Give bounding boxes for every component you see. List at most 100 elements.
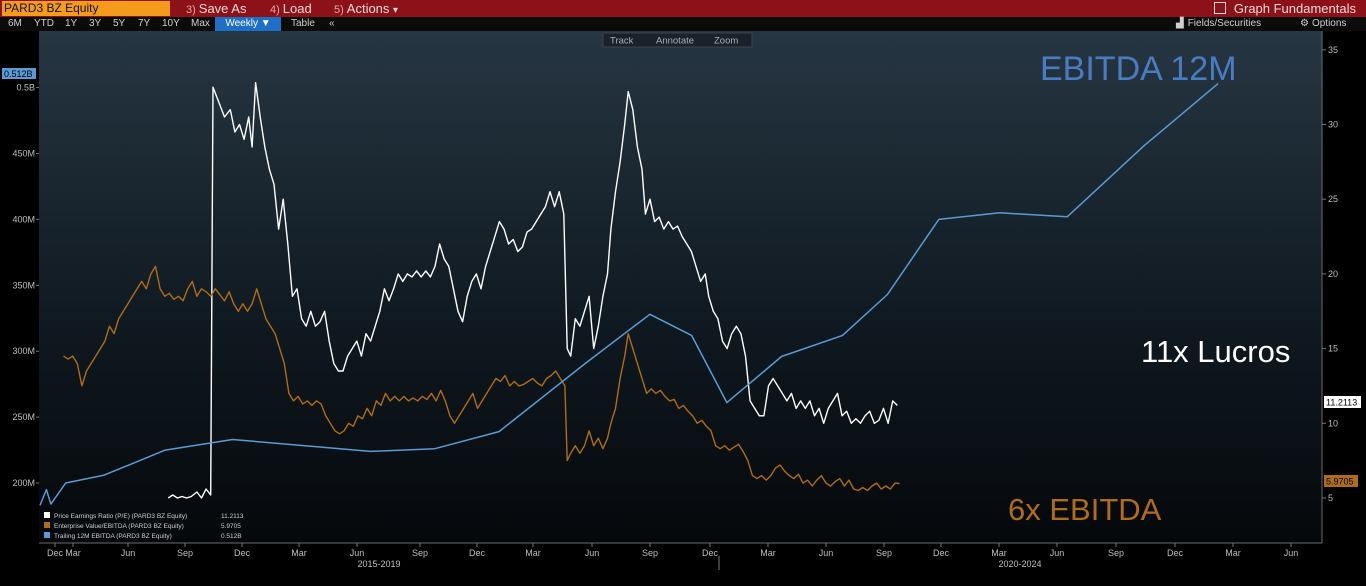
options-label: Options	[1311, 18, 1347, 29]
actions-hotkey: 5)	[334, 4, 344, 16]
period-3y[interactable]: 3Y	[89, 18, 102, 29]
tool-track[interactable]: Track	[610, 36, 634, 47]
legend-label-ebitda: Trailing 12M EBITDA (PARD3 BZ Equity)	[54, 533, 172, 540]
load-button[interactable]: 4) Load	[270, 0, 312, 17]
right-tick-label: 10	[1328, 418, 1338, 428]
period-toolbar: 6M YTD 1Y 3Y 5Y 7Y 10Y Max Weekly ▼ Tabl…	[0, 17, 1366, 31]
x-group-label: 2020-2024	[998, 559, 1041, 569]
x-tick-label: Jun	[121, 548, 136, 558]
table-button[interactable]: Table	[291, 18, 315, 29]
save-as-hotkey: 3)	[186, 4, 196, 16]
collapse-button[interactable]: «	[329, 18, 335, 29]
x-tick-label: Mar	[65, 548, 81, 558]
right-tick-label: 5	[1328, 493, 1333, 503]
load-label: Load	[282, 1, 312, 16]
pe-last-value: 11.2113	[1326, 398, 1357, 408]
period-ytd[interactable]: YTD	[34, 18, 54, 29]
x-tick-label: Sep	[412, 548, 428, 558]
actions-button[interactable]: 5) Actions ▾	[334, 0, 398, 17]
fields-icon: ▟	[1176, 18, 1184, 29]
left-tick-label: 450M	[12, 149, 35, 159]
x-tick-label: Dec	[469, 548, 486, 558]
save-as-button[interactable]: 3) Save As	[186, 0, 246, 17]
x-tick-label: Mar	[1225, 548, 1241, 558]
x-tick-label: Dec	[234, 548, 251, 558]
legend-swatch-ev	[44, 522, 50, 528]
tool-zoom[interactable]: Zoom	[714, 36, 738, 47]
ebitda-last-value: 0.512B	[4, 69, 33, 79]
left-tick-label: 250M	[12, 412, 35, 422]
period-1y[interactable]: 1Y	[65, 18, 78, 29]
x-tick-label: Jun	[1284, 548, 1299, 558]
ticker-field[interactable]: PARD3 BZ Equity	[2, 1, 170, 16]
top-toolbar: PARD3 BZ Equity 3) Save As 4) Load 5) Actio…	[0, 0, 1366, 17]
ev-last-value-badge	[1324, 475, 1358, 487]
tool-annotate[interactable]: Annotate	[656, 36, 694, 47]
left-tick-label: 0.5B	[16, 83, 35, 93]
left-tick-label: 300M	[12, 346, 35, 356]
x-tick-label: Sep	[876, 548, 892, 558]
x-tick-label: Mar	[991, 548, 1007, 558]
actions-caret-icon: ▾	[393, 5, 399, 16]
legend-value-ebitda: 0.512B	[221, 533, 242, 540]
right-tick-label: 20	[1328, 269, 1338, 279]
annotation-6x-ebitda: 6x EBITDA	[1008, 492, 1162, 527]
plot-area	[39, 31, 1322, 543]
graph-fundamentals-button[interactable]: Graph Fundamentals	[1213, 0, 1356, 17]
x-tick-label: Mar	[525, 548, 541, 558]
x-tick-label: Mar	[291, 548, 307, 558]
series-pe-line	[167, 81, 898, 499]
right-tick-label: 25	[1328, 194, 1338, 204]
x-tick-label: Jun	[350, 548, 365, 558]
legend-swatch-ebitda	[44, 532, 50, 538]
frequency-dropdown[interactable]: Weekly ▼	[215, 17, 281, 31]
load-hotkey: 4)	[270, 4, 280, 16]
x-tick-label: Dec	[1167, 548, 1184, 558]
legend-label-ev: Enterprise Value/EBITDA (PARD3 BZ Equity…	[54, 523, 184, 530]
ev-last-value: 5.9705	[1326, 477, 1354, 487]
x-tick-label: Jun	[1050, 548, 1065, 558]
left-tick-label: 200M	[12, 478, 35, 488]
right-axis: 35 30 25 20 15 10 5	[1322, 45, 1338, 503]
x-tick-label: Sep	[177, 548, 193, 558]
x-tick-label: Sep	[1108, 548, 1124, 558]
ebitda-last-value-badge	[2, 68, 36, 79]
x-tick-label: Dec	[933, 548, 950, 558]
period-6m[interactable]: 6M	[8, 18, 22, 29]
left-tick-label: 400M	[12, 214, 35, 224]
annotation-ebitda-12m: EBITDA 12M	[1040, 50, 1237, 88]
graph-icon	[1213, 2, 1226, 14]
left-axis: 0.5B 450M 400M 350M 300M 250M 200M	[12, 83, 39, 488]
pe-last-value-badge	[1324, 396, 1361, 408]
right-tick-label: 35	[1328, 45, 1338, 55]
period-max[interactable]: Max	[191, 18, 210, 29]
period-7y[interactable]: 7Y	[138, 18, 151, 29]
gear-icon: ⚙	[1300, 18, 1309, 29]
right-tick-label: 30	[1328, 120, 1338, 130]
options-button[interactable]: ⚙ Options	[1300, 17, 1346, 31]
legend-value-ev: 5.9705	[221, 523, 241, 530]
series-trailing-ebitda-line	[39, 83, 1219, 506]
x-tick-label: Mar	[760, 548, 776, 558]
left-tick-label: 350M	[12, 280, 35, 290]
fields-securities-button[interactable]: ▟ Fields/Securities	[1176, 17, 1261, 31]
legend: Price Earnings Ratio (P/E) (PARD3 BZ Equ…	[44, 512, 244, 540]
chart-tools-bar: Track Annotate Zoom	[602, 32, 753, 48]
fields-label: Fields/Securities	[1187, 18, 1262, 29]
x-tick-label: Dec	[702, 548, 719, 558]
legend-value-pe: 11.2113	[221, 513, 244, 520]
x-tick-label: Sep	[642, 548, 658, 558]
annotation-11x-lucros: 11x Lucros	[1141, 334, 1290, 369]
right-tick-label: 15	[1328, 344, 1338, 354]
legend-label-pe: Price Earnings Ratio (P/E) (PARD3 BZ Equ…	[54, 513, 187, 520]
graph-fundamentals-label: Graph Fundamentals	[1233, 1, 1356, 16]
period-5y[interactable]: 5Y	[113, 18, 126, 29]
x-axis: Dec Mar Jun Sep Dec Mar Jun Sep Dec Mar Jun Sep Dec M…	[47, 543, 1298, 570]
x-tick-label: Dec	[47, 548, 64, 558]
period-10y[interactable]: 10Y	[162, 18, 180, 29]
x-group-label: 2015-2019	[357, 559, 400, 569]
series-group	[39, 81, 1219, 506]
x-tick-label: Jun	[819, 548, 834, 558]
legend-swatch-pe	[44, 512, 50, 518]
save-as-label: Save As	[198, 1, 247, 16]
